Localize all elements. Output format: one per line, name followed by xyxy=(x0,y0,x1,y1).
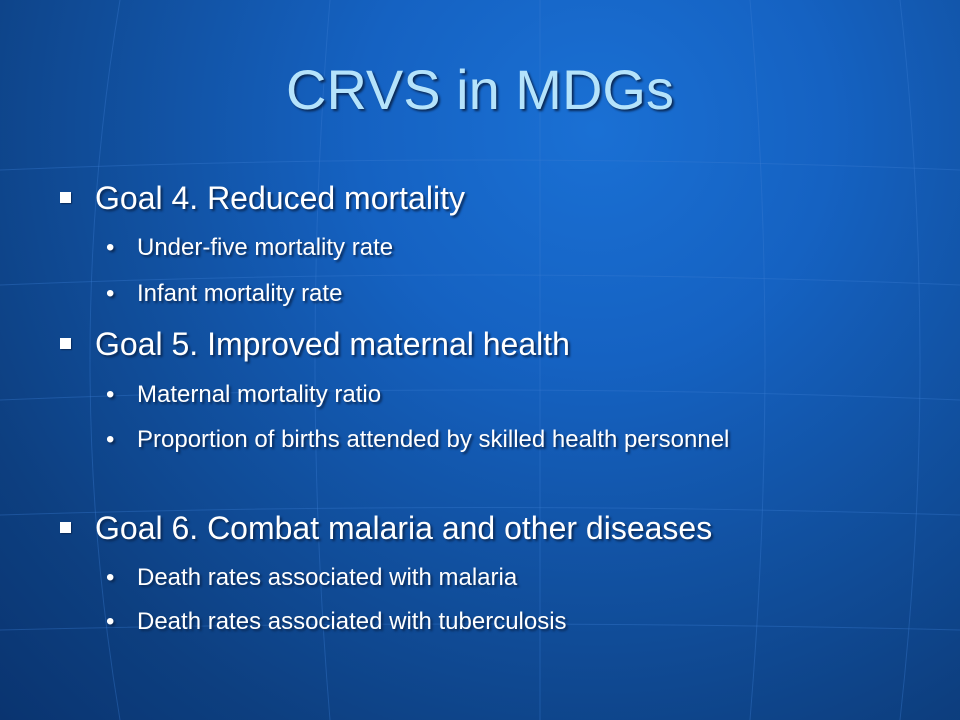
slide-title: CRVS in MDGs xyxy=(286,58,674,121)
goal-6-label: Goal 6. Combat malaria and other disease… xyxy=(95,510,713,546)
round-bullet-icon: • xyxy=(106,234,115,261)
round-bullet-icon: • xyxy=(106,564,115,591)
goal-4-item-2-text: Infant mortality rate xyxy=(137,280,343,307)
goal-5-label: Goal 5. Improved maternal health xyxy=(95,326,570,362)
round-bullet-icon: • xyxy=(106,280,115,307)
square-bullet-icon xyxy=(60,338,71,349)
goal-5-item-1: • Maternal mortality ratio xyxy=(106,380,826,410)
round-bullet-icon: • xyxy=(106,381,115,408)
round-bullet-icon: • xyxy=(106,426,115,453)
goal-4-item-2: • Infant mortality rate xyxy=(106,279,826,309)
goal-4-item-1: • Under-five mortality rate xyxy=(106,233,826,263)
goal-4-label: Goal 4. Reduced mortality xyxy=(95,180,465,216)
goal-5-item-1-text: Maternal mortality ratio xyxy=(137,381,382,408)
square-bullet-icon xyxy=(60,192,71,203)
goal-5-item-2: • Proportion of births attended by skill… xyxy=(106,425,826,455)
goal-4-item-1-text: Under-five mortality rate xyxy=(137,234,394,261)
goal-5-item-2-text: Proportion of births attended by skilled… xyxy=(137,426,730,453)
goal-6-item-2-text: Death rates associated with tuberculosis xyxy=(137,608,567,635)
round-bullet-icon: • xyxy=(106,608,115,635)
square-bullet-icon xyxy=(60,522,71,533)
goal-6-item-1-text: Death rates associated with malaria xyxy=(137,564,518,591)
goal-6-item-1: • Death rates associated with malaria xyxy=(106,563,826,593)
goal-6-item-2: • Death rates associated with tuberculos… xyxy=(106,607,826,637)
